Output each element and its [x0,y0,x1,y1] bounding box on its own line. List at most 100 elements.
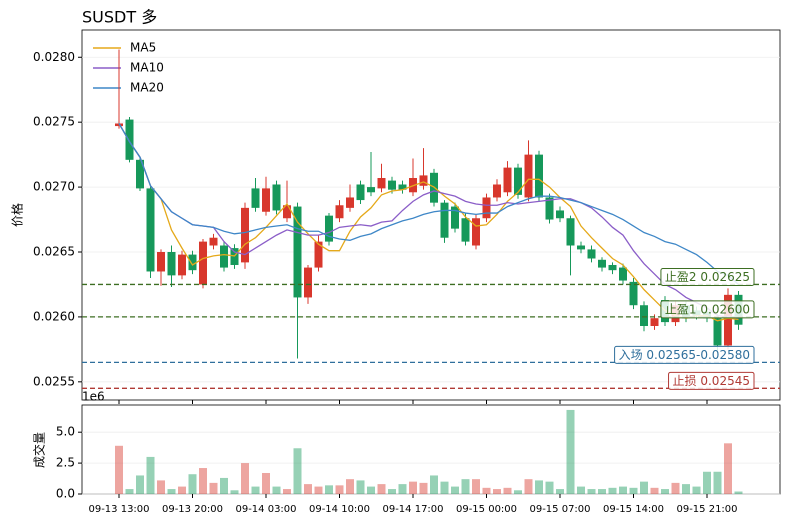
volume-bar [703,471,711,494]
level-label-box [660,267,755,286]
candle-body [304,267,312,298]
volume-bar [493,489,501,494]
candle-body [514,167,522,195]
volume-bar [367,486,375,494]
candle-body [146,188,155,272]
candle-body [356,184,365,201]
level-label: 止盈2 0.02625 [660,267,755,286]
candle-body [398,184,407,190]
volume-bar [314,486,323,494]
volume-bar [220,477,228,494]
x-tick-label: 09-15 00:00 [456,504,517,515]
ma-line [118,123,739,285]
volume-bar [682,484,690,494]
candle-body [535,154,543,198]
y-tick-label: 0.0275 [33,115,75,129]
volume-bar [535,480,543,494]
candle-body [178,254,186,276]
candle-body [587,249,596,259]
candle-body [314,241,323,268]
volume-bar [713,471,722,494]
volume-bar [272,486,281,494]
volume-bar [136,475,144,494]
x-tick-label: 09-15 14:00 [603,504,664,515]
candle-body [629,281,638,306]
candle-body [503,167,512,193]
legend-label: MA20 [130,81,164,95]
volume-bar [146,456,155,494]
candle-body [272,184,281,211]
volume-bar [514,490,522,494]
volume-bar [199,468,207,494]
candle-body [640,305,648,326]
y-tick-label: 0.0 [56,487,75,501]
candle-body [598,259,606,268]
volume-axis-label: 成交量 [32,432,47,468]
volume-bar [545,481,554,494]
candle-body [440,202,449,238]
volume-bar [472,479,480,494]
volume-bar [251,486,260,494]
candle-body [556,210,564,219]
volume-bar [325,485,333,494]
volume-bar [577,486,585,494]
volume-bar [629,487,638,494]
candle-body [167,252,176,276]
volume-bar [619,486,627,494]
candle-body [346,197,354,208]
ma-line [118,123,739,322]
candle-body [262,188,270,212]
volume-bar [398,484,407,494]
volume-bar [409,481,417,494]
x-tick-label: 09-13 20:00 [162,504,223,515]
candle-body [419,175,428,186]
volume-bar [346,479,354,494]
y-tick-label: 5.0 [56,425,75,439]
volume-bar [125,489,134,494]
candle-body [377,178,386,189]
volume-bar [451,486,459,494]
level-label-text: 入场 0.02565-0.02580 [619,348,750,362]
volume-bar [335,485,344,494]
volume-bar [377,484,386,494]
candle-body [461,218,470,242]
x-tick-label: 09-14 17:00 [382,504,443,515]
volume-bar [188,474,197,494]
candle-body [608,264,617,271]
volume-bar [461,479,470,494]
level-label-text: 止盈1 0.02600 [665,302,750,316]
x-tick-label: 09-14 10:00 [309,504,370,515]
volume-bar [209,482,218,494]
legend-label: MA5 [130,41,156,55]
x-tick-label: 09-15 07:00 [529,504,590,515]
y-tick-label: 0.0255 [33,374,75,388]
volume-bar [524,479,533,494]
volume-bar [556,489,564,494]
level-label-text: 止盈2 0.02625 [665,270,750,284]
candle-body [650,318,659,326]
candle-body [724,294,732,346]
candle-body [566,218,575,246]
candle-body [451,206,459,229]
candle-body [136,159,144,189]
level-label: 入场 0.02565-0.02580 [614,345,755,364]
level-label: 止损 0.02545 [668,371,755,390]
level-label: 止盈1 0.02600 [660,300,755,319]
volume-bar [692,486,701,494]
candle-body [577,245,585,250]
y-tick-label: 0.0260 [33,309,75,323]
y-tick-label: 2.5 [56,456,75,470]
volume-bar [661,489,669,494]
candle-body [325,215,333,242]
volume-bar [503,487,512,494]
level-label-text: 止损 0.02545 [673,374,750,388]
level-label-box [614,345,755,364]
y-axis-label: 价格 [10,203,25,227]
candle-body [125,119,134,160]
candle-body [188,254,197,271]
volume-bar [178,486,186,494]
volume-bar [262,472,270,494]
candle-body [367,187,375,193]
candle-body [209,237,218,246]
